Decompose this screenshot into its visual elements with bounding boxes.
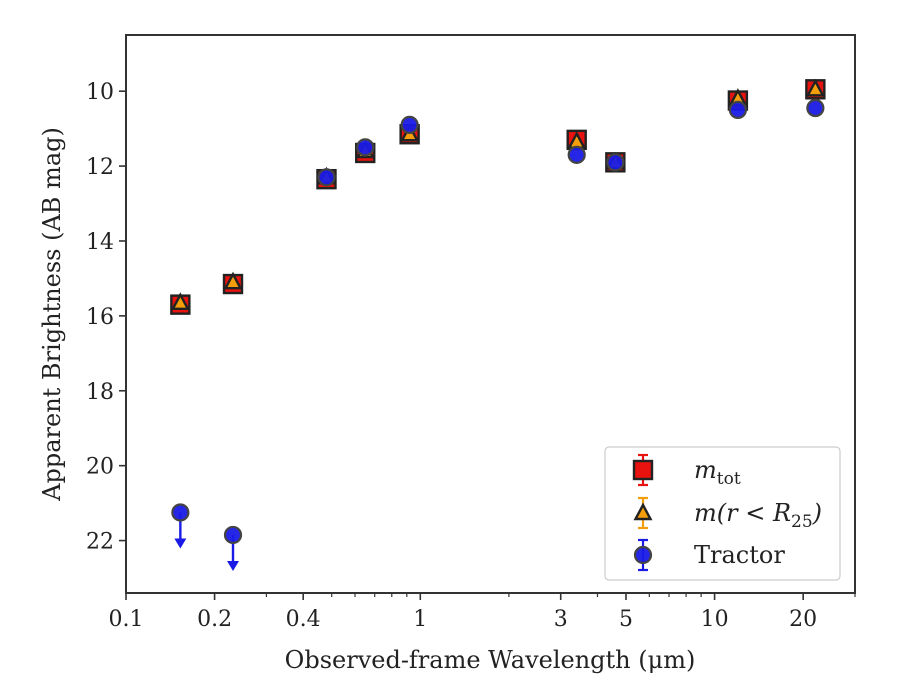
- legend-marker-m-tot: [632, 459, 654, 481]
- data-point: [806, 98, 825, 118]
- series-m-r-r-25: [170, 78, 825, 310]
- legend-label-tractor: Tractor: [694, 541, 785, 569]
- y-tick-label: 14: [86, 230, 114, 255]
- data-point: [728, 100, 747, 119]
- x-tick-label: 3: [554, 607, 568, 632]
- data-point: [356, 138, 375, 157]
- y-tick-label: 10: [86, 80, 114, 105]
- plot-layer: [170, 78, 826, 571]
- x-axis: 0.1 0.2 0.4 1 3 5 10 20: [109, 593, 856, 632]
- y-tick-label: 12: [86, 155, 114, 180]
- x-tick-label: 0.1: [109, 607, 144, 632]
- data-point: [317, 168, 336, 187]
- x-tick-label: 5: [619, 607, 633, 632]
- data-point: [171, 503, 190, 522]
- data-point: [170, 292, 190, 310]
- x-tick-label: 0.2: [197, 607, 232, 632]
- x-tick-label: 10: [701, 607, 729, 632]
- y-axis: 10 12 14 16 18 20 22: [86, 80, 126, 555]
- legend-label-m-r-r-25: m(r < R25): [694, 499, 822, 532]
- data-point: [223, 271, 243, 290]
- data-point: [606, 153, 625, 172]
- series-m-tot: [170, 79, 826, 315]
- series-tractor: [171, 98, 825, 571]
- data-point: [223, 525, 243, 545]
- plot-frame: [125, 34, 856, 594]
- legend-marker-tractor: [633, 545, 653, 565]
- upper-limit-arrow-head: [174, 538, 187, 549]
- upper-limit-arrow-head: [227, 560, 240, 571]
- y-axis-label: Apparent Brightness (AB mag): [38, 127, 66, 502]
- y-tick-label: 22: [86, 530, 114, 555]
- y-tick-label: 20: [86, 455, 114, 480]
- x-tick-label: 0.4: [286, 607, 321, 632]
- legend-box: [604, 446, 841, 581]
- legend: mtot m(r < R25) Tractor: [604, 446, 841, 581]
- y-tick-label: 18: [86, 380, 114, 405]
- data-point: [400, 115, 419, 134]
- data-point: [567, 145, 586, 164]
- y-tick-label: 16: [86, 305, 114, 330]
- x-tick-label: 20: [789, 607, 817, 632]
- x-axis-label: Observed-frame Wavelength (μm): [285, 646, 696, 674]
- legend-label-m-tot: mtot: [694, 456, 741, 489]
- x-tick-label: 1: [413, 607, 427, 632]
- legend-marker-m-r-r-25: [633, 502, 653, 521]
- data-point: [805, 78, 825, 97]
